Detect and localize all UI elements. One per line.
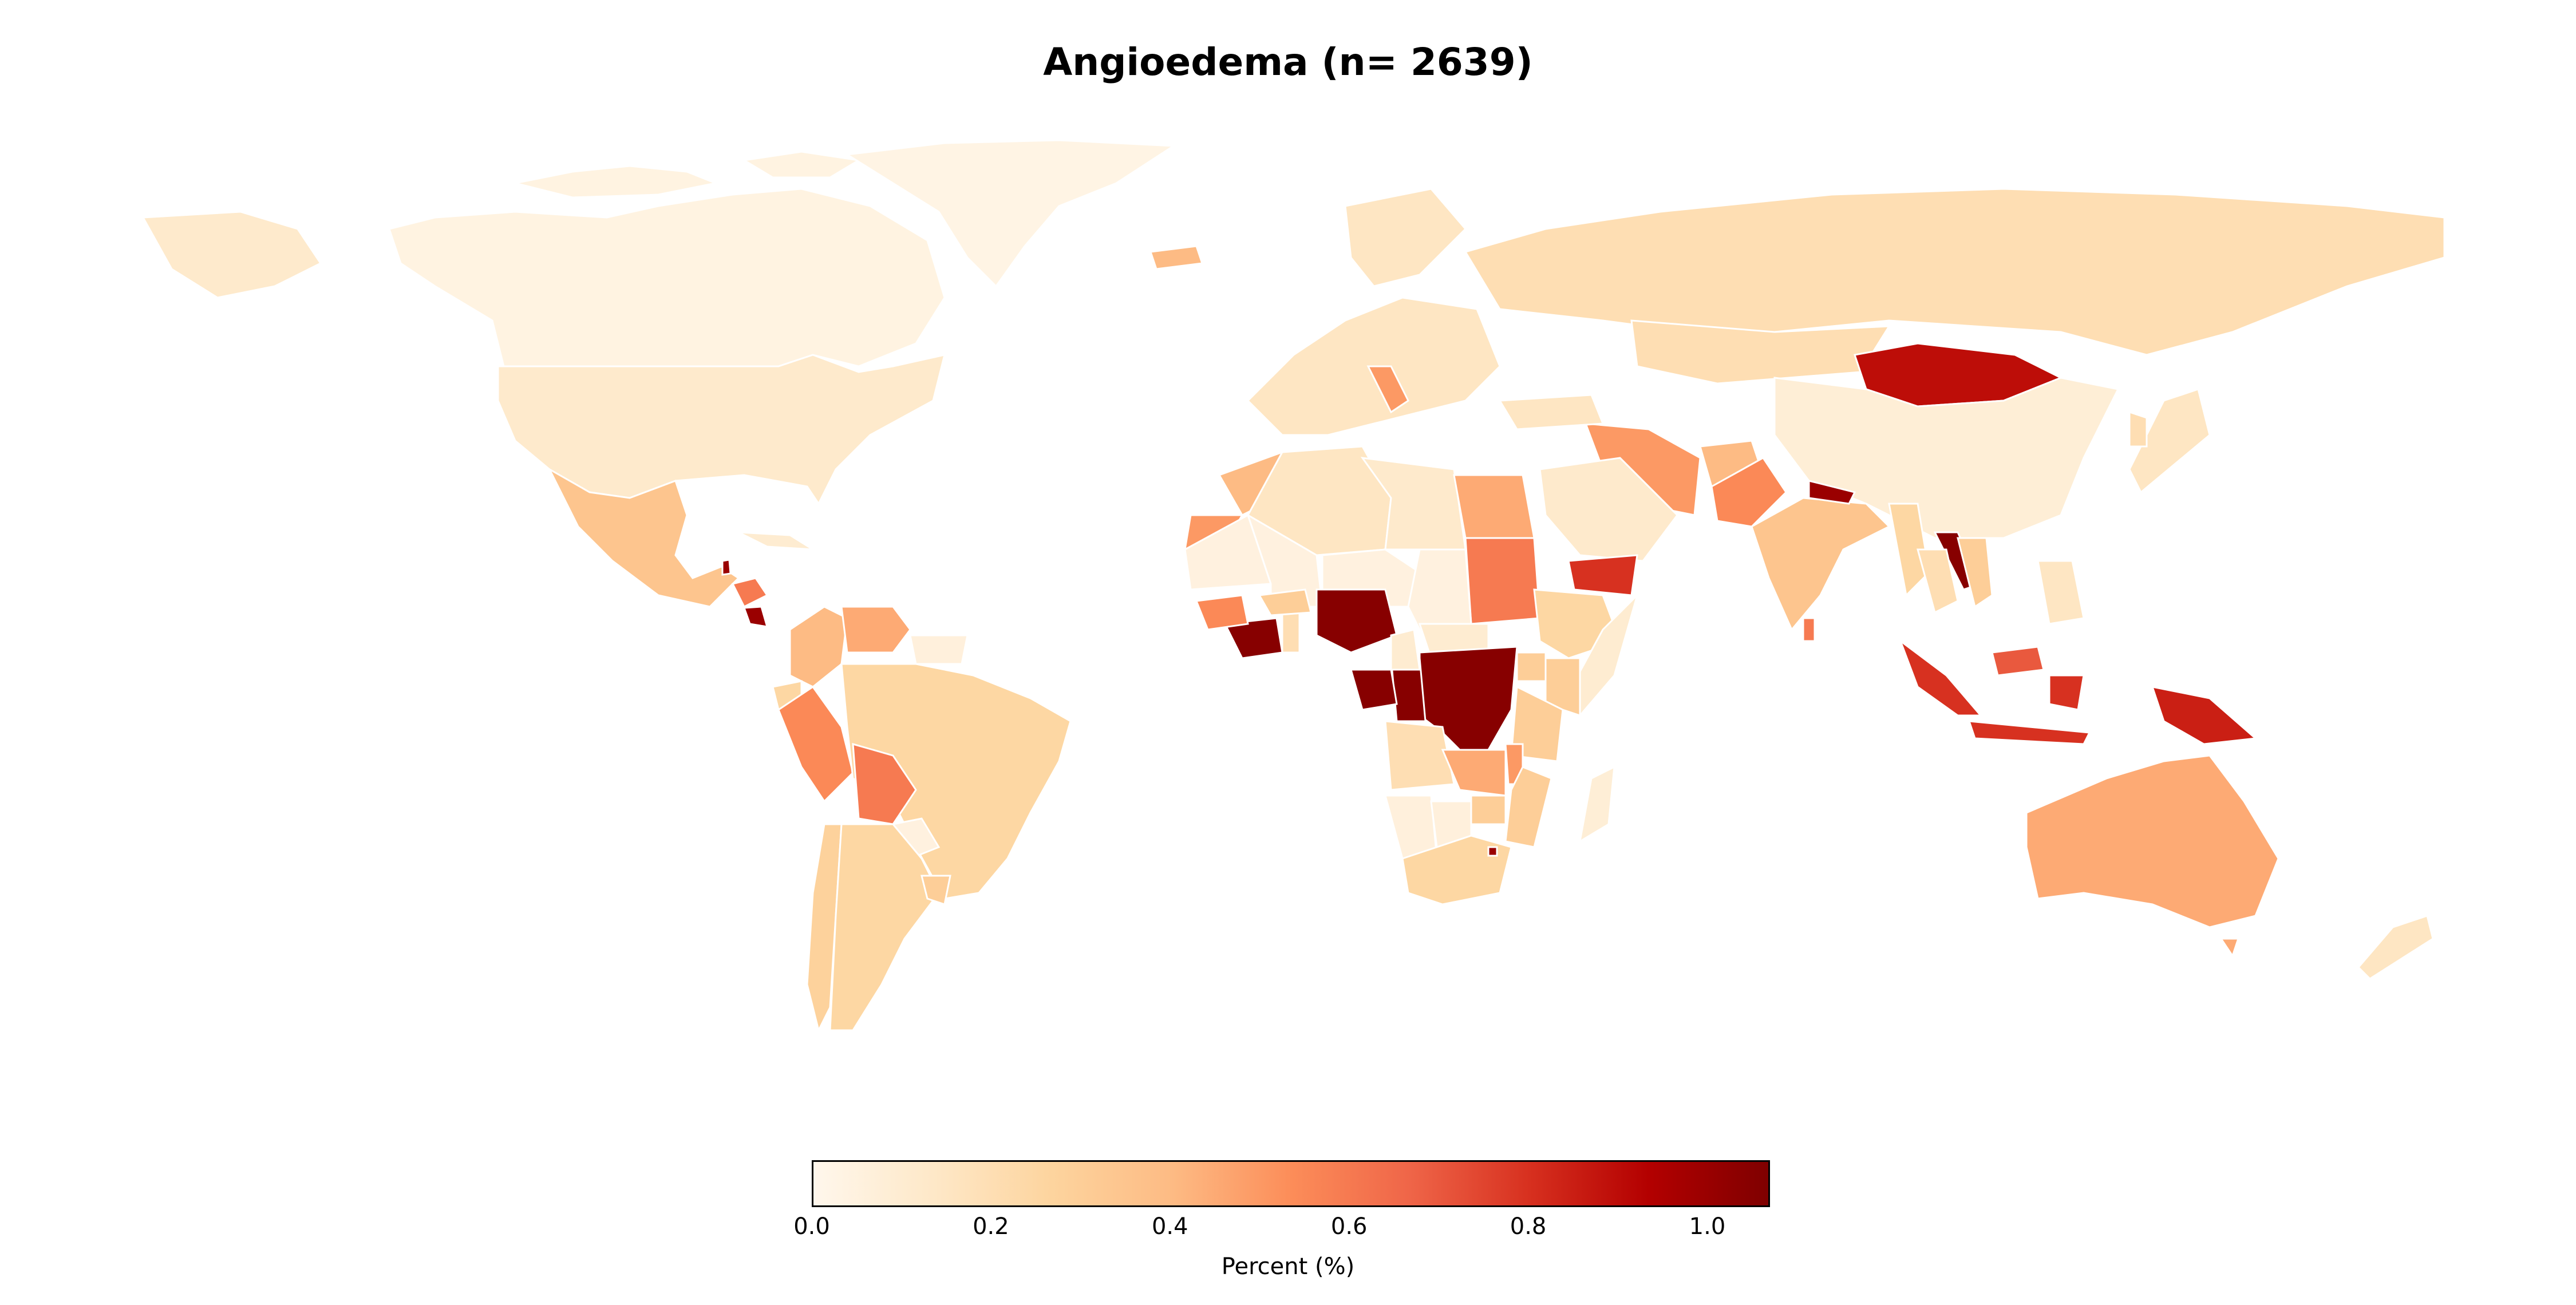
region-madagascar — [1578, 765, 1615, 843]
region-uganda — [1516, 651, 1547, 682]
region-chad — [1407, 548, 1472, 631]
region-canada — [388, 151, 946, 367]
region-kazakhstan — [1630, 319, 1891, 385]
region-argentina — [829, 823, 940, 1031]
region-kenya — [1544, 657, 1581, 717]
region-bolivia — [852, 742, 917, 825]
region-zimbabwe — [1470, 794, 1507, 825]
region-italy — [1366, 365, 1409, 414]
region-vietnam — [1957, 537, 1993, 608]
region-papua-new-guinea — [2151, 686, 2258, 745]
region-australia — [2025, 754, 2279, 958]
region-honduras — [731, 577, 769, 608]
region-zambia — [1441, 749, 1507, 797]
region-mexico — [547, 467, 740, 608]
region-egypt — [1453, 474, 1535, 539]
region-europe — [1246, 188, 1501, 436]
region-new-zealand — [2357, 915, 2434, 980]
region-yemen — [1567, 554, 1638, 596]
region-philippines — [2037, 560, 2085, 625]
region-sri-lanka — [1802, 617, 1816, 642]
region-uruguay — [920, 875, 951, 905]
region-cuba — [738, 531, 813, 551]
region-iceland — [1149, 245, 1204, 270]
region-angola — [1384, 720, 1455, 791]
region-mozambique — [1504, 766, 1552, 848]
region-sudan — [1464, 537, 1541, 625]
region-ghana — [1281, 611, 1301, 654]
region-pakistan — [1710, 457, 1787, 528]
region-turkey — [1498, 394, 1605, 430]
region-nicaragua — [742, 606, 769, 628]
region-saudi-arabia — [1539, 457, 1678, 562]
region-japan — [2128, 388, 2211, 494]
region-guinea — [1195, 594, 1249, 631]
region-indonesia — [1898, 638, 2091, 745]
region-nigeria — [1315, 588, 1398, 654]
region-india — [1751, 497, 1891, 631]
region-guyana — [909, 634, 969, 665]
region-tanzania — [1510, 685, 1564, 762]
region-burkina-faso — [1258, 588, 1312, 616]
region-colombia — [789, 606, 848, 688]
region-thailand — [1917, 548, 1959, 614]
region-venezuela — [840, 606, 911, 654]
region-korea — [2128, 410, 2148, 448]
region-russia — [1464, 188, 2445, 356]
map-regions — [141, 139, 2445, 1033]
region-guatemala — [721, 559, 732, 576]
region-nepal — [1808, 480, 1856, 505]
region-gabon — [1350, 669, 1398, 711]
region-lesotho — [1487, 846, 1498, 857]
region-peru — [777, 685, 854, 803]
region-south-africa — [1401, 835, 1512, 905]
region-malaysia — [1991, 646, 2045, 677]
region-cameroon — [1390, 628, 1421, 671]
map-title: Angioedema (n= 2639) — [1043, 40, 1533, 84]
region-greenland — [844, 139, 1176, 288]
